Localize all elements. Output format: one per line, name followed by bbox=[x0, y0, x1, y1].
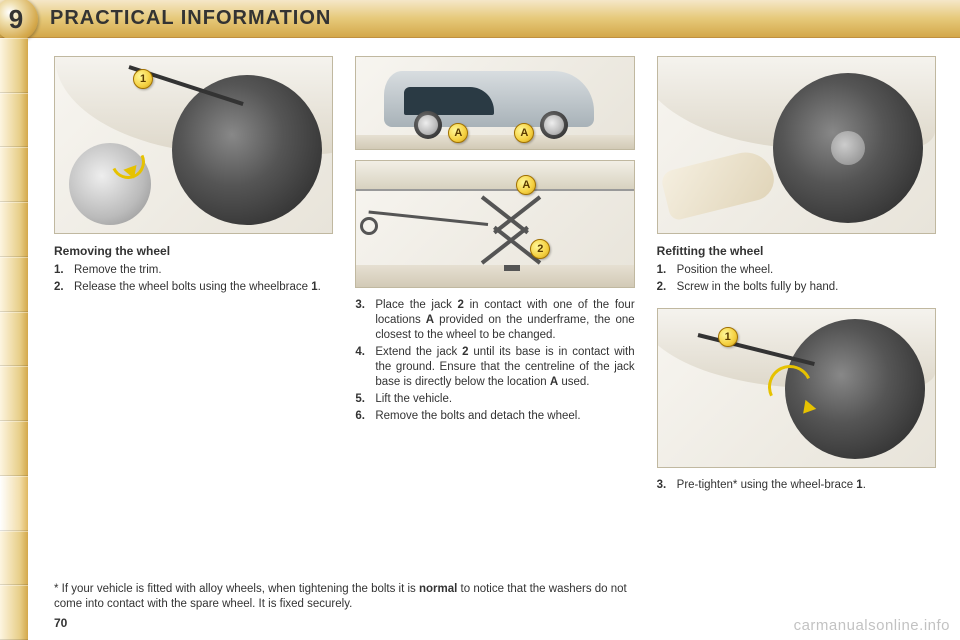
illustration-pretighten: 1 bbox=[657, 308, 936, 468]
step: 2. Screw in the bolts fully by hand. bbox=[657, 280, 936, 295]
side-tab bbox=[0, 531, 28, 586]
step-text: Lift the vehicle. bbox=[375, 392, 634, 407]
step-text: Screw in the bolts fully by hand. bbox=[677, 280, 936, 295]
step-text: Release the wheel bolts using the wheelb… bbox=[74, 280, 333, 295]
side-tab bbox=[0, 257, 28, 312]
step-text: Position the wheel. bbox=[677, 263, 936, 278]
step: 6. Remove the bolts and detach the wheel… bbox=[355, 409, 634, 424]
marker-1: 1 bbox=[133, 69, 153, 89]
step-num: 1. bbox=[54, 263, 74, 278]
side-tab bbox=[0, 93, 28, 148]
illustration-car-locations: A A bbox=[355, 56, 634, 150]
side-tab bbox=[0, 312, 28, 367]
step: 2. Release the wheel bolts using the whe… bbox=[54, 280, 333, 295]
page-content: 1 Removing the wheel 1. Remove the trim.… bbox=[28, 38, 960, 640]
side-tabs bbox=[0, 38, 28, 640]
step: 4. Extend the jack 2 until its base is i… bbox=[355, 345, 634, 390]
illustration-refit-wheel bbox=[657, 56, 936, 234]
step-text: Remove the trim. bbox=[74, 263, 333, 278]
chapter-number: 9 bbox=[9, 4, 23, 35]
watermark: carmanualsonline.info bbox=[794, 617, 950, 634]
step-num: 2. bbox=[54, 280, 74, 295]
step-text: Place the jack 2 in contact with one of … bbox=[375, 298, 634, 343]
step-num: 1. bbox=[657, 263, 677, 278]
illustration-jack: A 2 bbox=[355, 160, 634, 288]
footnote: * If your vehicle is fitted with alloy w… bbox=[54, 582, 936, 612]
step-text: Pre-tighten* using the wheel-brace 1. bbox=[677, 478, 936, 493]
step-num: 3. bbox=[355, 298, 375, 343]
column-2: A A A 2 3. Pl bbox=[355, 56, 634, 574]
step: 3. Place the jack 2 in contact with one … bbox=[355, 298, 634, 343]
side-tab bbox=[0, 585, 28, 640]
header-title: PRACTICAL INFORMATION bbox=[50, 7, 331, 30]
side-tab bbox=[0, 421, 28, 476]
page-header: 9 PRACTICAL INFORMATION bbox=[0, 0, 960, 38]
step-num: 4. bbox=[355, 345, 375, 390]
column-3: Refitting the wheel 1. Position the whee… bbox=[657, 56, 936, 574]
columns: 1 Removing the wheel 1. Remove the trim.… bbox=[54, 56, 936, 574]
step-num: 2. bbox=[657, 280, 677, 295]
marker-2: 2 bbox=[530, 239, 550, 259]
column-1: 1 Removing the wheel 1. Remove the trim.… bbox=[54, 56, 333, 574]
marker-a: A bbox=[516, 175, 536, 195]
step-num: 3. bbox=[657, 478, 677, 493]
side-tab bbox=[0, 147, 28, 202]
side-tab bbox=[0, 366, 28, 421]
subhead-refitting: Refitting the wheel bbox=[657, 244, 936, 260]
step: 1. Position the wheel. bbox=[657, 263, 936, 278]
step: 1. Remove the trim. bbox=[54, 263, 333, 278]
step-num: 5. bbox=[355, 392, 375, 407]
side-tab bbox=[0, 38, 28, 93]
step-text: Remove the bolts and detach the wheel. bbox=[375, 409, 634, 424]
chapter-badge: 9 bbox=[0, 0, 38, 41]
step: 3. Pre-tighten* using the wheel-brace 1. bbox=[657, 478, 936, 493]
step: 5. Lift the vehicle. bbox=[355, 392, 634, 407]
side-tab-active bbox=[0, 476, 28, 531]
illustration-remove-wheel: 1 bbox=[54, 56, 333, 234]
subhead-removing: Removing the wheel bbox=[54, 244, 333, 260]
step-text: Extend the jack 2 until its base is in c… bbox=[375, 345, 634, 390]
step-num: 6. bbox=[355, 409, 375, 424]
side-tab bbox=[0, 202, 28, 257]
